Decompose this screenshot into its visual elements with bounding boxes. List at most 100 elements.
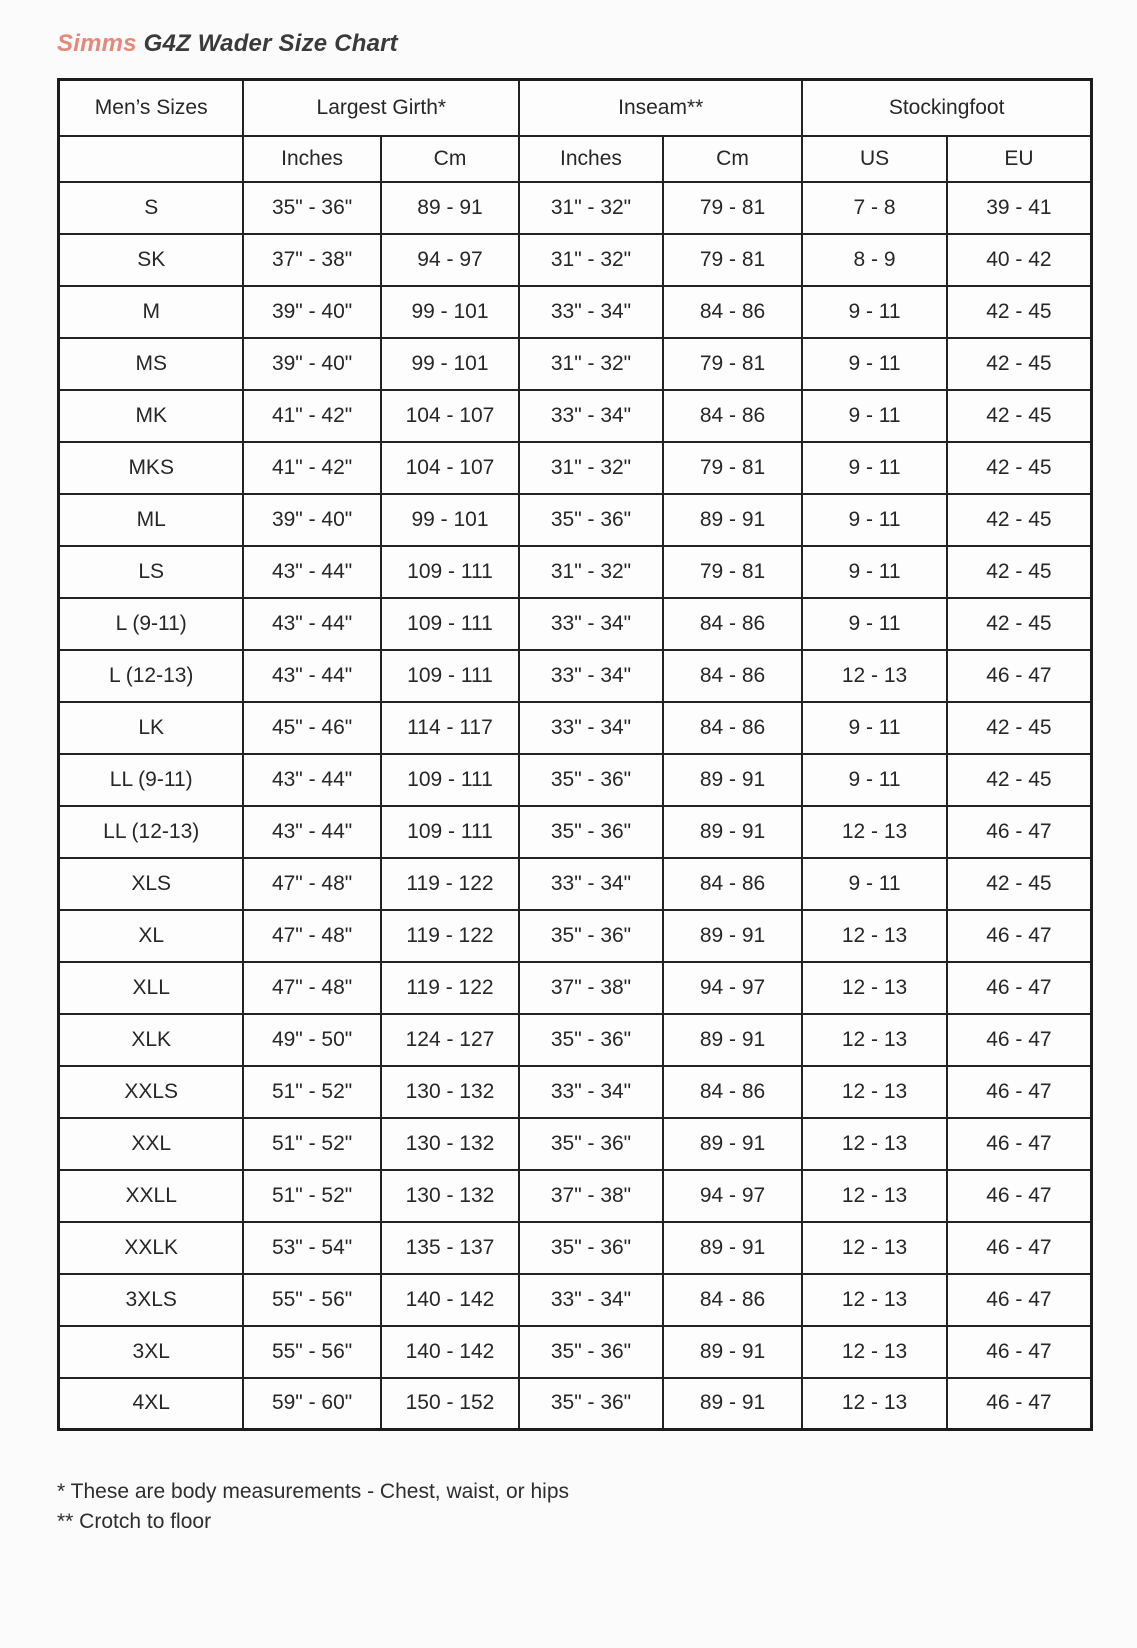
value-cell: 109 - 111 bbox=[379, 752, 521, 807]
value-cell: 150 - 152 bbox=[379, 1376, 521, 1431]
value-cell: 53" - 54" bbox=[242, 1220, 382, 1275]
size-label-cell: MS bbox=[57, 336, 245, 391]
value-cell: 12 - 13 bbox=[801, 648, 948, 703]
value-cell: 31" - 32" bbox=[518, 180, 664, 235]
value-cell: 46 - 47 bbox=[945, 1064, 1093, 1119]
table-row: MS 39" - 40" 99 - 101 31" - 32" 79 - 81 9 - 1… bbox=[57, 336, 1093, 391]
value-cell: 84 - 86 bbox=[661, 596, 804, 651]
subheader-eu: EU bbox=[945, 134, 1093, 183]
value-cell: 9 - 11 bbox=[801, 388, 948, 443]
value-cell: 109 - 111 bbox=[379, 648, 521, 703]
value-cell: 12 - 13 bbox=[801, 1272, 948, 1327]
value-cell: 94 - 97 bbox=[661, 1168, 804, 1223]
value-cell: 109 - 111 bbox=[379, 544, 521, 599]
size-chart-table: Men’s Sizes Largest Girth* Inseam** Stoc… bbox=[57, 78, 1093, 1431]
value-cell: 31" - 32" bbox=[518, 440, 664, 495]
value-cell: 79 - 81 bbox=[661, 232, 804, 287]
value-cell: 46 - 47 bbox=[945, 1324, 1093, 1379]
table-row: XLK 49" - 50" 124 - 127 35" - 36" 89 - 91 12 … bbox=[57, 1012, 1093, 1067]
brand-name: Simms bbox=[57, 30, 137, 57]
value-cell: 35" - 36" bbox=[518, 492, 664, 547]
value-cell: 124 - 127 bbox=[379, 1012, 521, 1067]
table-row: ML 39" - 40" 99 - 101 35" - 36" 89 - 91 9 - 1… bbox=[57, 492, 1093, 547]
value-cell: 79 - 81 bbox=[661, 440, 804, 495]
value-cell: 33" - 34" bbox=[518, 596, 664, 651]
value-cell: 39" - 40" bbox=[242, 284, 382, 339]
value-cell: 42 - 45 bbox=[945, 700, 1093, 755]
value-cell: 12 - 13 bbox=[801, 1324, 948, 1379]
size-label-cell: L (12-13) bbox=[57, 648, 245, 703]
value-cell: 99 - 101 bbox=[379, 284, 521, 339]
value-cell: 55" - 56" bbox=[242, 1324, 382, 1379]
value-cell: 9 - 11 bbox=[801, 440, 948, 495]
size-label-cell: SK bbox=[57, 232, 245, 287]
value-cell: 35" - 36" bbox=[518, 1116, 664, 1171]
value-cell: 42 - 45 bbox=[945, 544, 1093, 599]
value-cell: 37" - 38" bbox=[518, 1168, 664, 1223]
value-cell: 84 - 86 bbox=[661, 700, 804, 755]
table-row: LK 45" - 46" 114 - 117 33" - 34" 84 - 86 9 - … bbox=[57, 700, 1093, 755]
header-largest-girth: Largest Girth* bbox=[242, 78, 521, 137]
value-cell: 35" - 36" bbox=[518, 908, 664, 963]
size-label-cell: XXL bbox=[57, 1116, 245, 1171]
value-cell: 12 - 13 bbox=[801, 960, 948, 1015]
size-label-cell: XLK bbox=[57, 1012, 245, 1067]
value-cell: 33" - 34" bbox=[518, 1064, 664, 1119]
value-cell: 89 - 91 bbox=[661, 1324, 804, 1379]
value-cell: 42 - 45 bbox=[945, 596, 1093, 651]
value-cell: 43" - 44" bbox=[242, 544, 382, 599]
footnote-inseam: ** Crotch to floor bbox=[57, 1510, 212, 1534]
value-cell: 35" - 36" bbox=[242, 180, 382, 235]
size-label-cell: XLS bbox=[57, 856, 245, 911]
subheader-us: US bbox=[801, 134, 948, 183]
value-cell: 33" - 34" bbox=[518, 284, 664, 339]
value-cell: 12 - 13 bbox=[801, 1220, 948, 1275]
value-cell: 47" - 48" bbox=[242, 856, 382, 911]
value-cell: 89 - 91 bbox=[661, 1012, 804, 1067]
value-cell: 35" - 36" bbox=[518, 1012, 664, 1067]
value-cell: 46 - 47 bbox=[945, 908, 1093, 963]
value-cell: 41" - 42" bbox=[242, 440, 382, 495]
value-cell: 51" - 52" bbox=[242, 1116, 382, 1171]
table-row: MK 41" - 42" 104 - 107 33" - 34" 84 - 86 9 - … bbox=[57, 388, 1093, 443]
value-cell: 94 - 97 bbox=[661, 960, 804, 1015]
group-header-row: Men’s Sizes Largest Girth* Inseam** Stoc… bbox=[57, 78, 1093, 137]
value-cell: 35" - 36" bbox=[518, 1376, 664, 1431]
value-cell: 9 - 11 bbox=[801, 596, 948, 651]
value-cell: 104 - 107 bbox=[379, 440, 521, 495]
value-cell: 39" - 40" bbox=[242, 492, 382, 547]
value-cell: 37" - 38" bbox=[242, 232, 382, 287]
value-cell: 42 - 45 bbox=[945, 388, 1093, 443]
table-row: XXLK 53" - 54" 135 - 137 35" - 36" 89 - 91 12… bbox=[57, 1220, 1093, 1275]
size-label-cell: LK bbox=[57, 700, 245, 755]
value-cell: 84 - 86 bbox=[661, 856, 804, 911]
value-cell: 42 - 45 bbox=[945, 492, 1093, 547]
value-cell: 45" - 46" bbox=[242, 700, 382, 755]
value-cell: 140 - 142 bbox=[379, 1324, 521, 1379]
value-cell: 31" - 32" bbox=[518, 544, 664, 599]
value-cell: 51" - 52" bbox=[242, 1064, 382, 1119]
value-cell: 43" - 44" bbox=[242, 752, 382, 807]
value-cell: 12 - 13 bbox=[801, 908, 948, 963]
value-cell: 89 - 91 bbox=[661, 1220, 804, 1275]
table-row: LS 43" - 44" 109 - 111 31" - 32" 79 - 81 9 - … bbox=[57, 544, 1093, 599]
size-label-cell: 3XLS bbox=[57, 1272, 245, 1327]
value-cell: 99 - 101 bbox=[379, 492, 521, 547]
value-cell: 43" - 44" bbox=[242, 648, 382, 703]
size-label-cell: XXLL bbox=[57, 1168, 245, 1223]
size-label-cell: 3XL bbox=[57, 1324, 245, 1379]
value-cell: 12 - 13 bbox=[801, 1168, 948, 1223]
header-mens-sizes: Men’s Sizes bbox=[57, 78, 245, 137]
size-label-cell: XXLK bbox=[57, 1220, 245, 1275]
table-row: 3XLS 55" - 56" 140 - 142 33" - 34" 84 - 86 12… bbox=[57, 1272, 1093, 1327]
header-inseam: Inseam** bbox=[518, 78, 804, 137]
table-row: LL (12-13) 43" - 44" 109 - 111 35" - 36" 89 … bbox=[57, 804, 1093, 859]
value-cell: 46 - 47 bbox=[945, 1220, 1093, 1275]
value-cell: 47" - 48" bbox=[242, 960, 382, 1015]
value-cell: 9 - 11 bbox=[801, 544, 948, 599]
table-row: 4XL 59" - 60" 150 - 152 35" - 36" 89 - 91 12 … bbox=[57, 1376, 1093, 1431]
value-cell: 46 - 47 bbox=[945, 1012, 1093, 1067]
subheader-inseam-cm: Cm bbox=[661, 134, 804, 183]
value-cell: 12 - 13 bbox=[801, 1116, 948, 1171]
